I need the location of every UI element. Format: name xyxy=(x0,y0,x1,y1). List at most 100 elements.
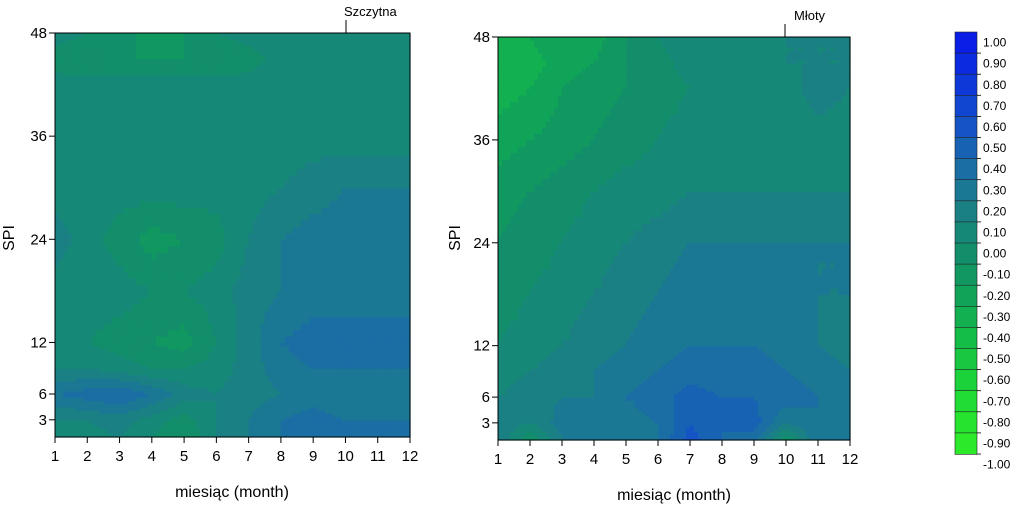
heatmap-cell xyxy=(361,232,367,240)
heatmap-cell xyxy=(240,403,246,408)
heatmap-cell xyxy=(349,219,355,228)
heatmap-cell xyxy=(357,284,363,292)
heatmap-cell xyxy=(79,424,84,427)
heatmap-cell xyxy=(381,394,387,398)
heatmap-cell xyxy=(63,323,68,331)
heatmap-cell xyxy=(325,284,330,292)
heatmap-cell xyxy=(329,397,334,402)
heatmap-cell xyxy=(55,426,60,430)
heatmap-cell xyxy=(180,323,185,331)
heatmap-cell xyxy=(163,303,169,311)
heatmap-cell xyxy=(103,410,109,414)
heatmap-cell xyxy=(192,416,197,421)
heatmap-cell xyxy=(252,271,258,279)
heatmap-cell xyxy=(321,410,326,414)
heatmap-cell xyxy=(204,421,209,425)
heatmap-cell xyxy=(220,226,226,234)
heatmap-cell xyxy=(55,329,60,337)
heatmap-cell xyxy=(228,432,234,436)
heatmap-cell xyxy=(103,226,109,234)
heatmap-cell xyxy=(224,397,230,402)
heatmap-cell xyxy=(405,430,411,434)
heatmap-cell xyxy=(373,258,379,266)
heatmap-cell xyxy=(115,316,121,324)
heatmap-cell xyxy=(63,207,68,215)
heatmap-cell xyxy=(293,397,298,402)
heatmap-cell xyxy=(103,181,109,189)
heatmap-cell xyxy=(184,303,189,311)
heatmap-cell xyxy=(115,381,121,385)
heatmap-cell xyxy=(369,265,375,273)
heatmap-cell xyxy=(401,194,407,202)
heatmap-cell xyxy=(99,258,105,266)
heatmap-cell xyxy=(63,310,68,318)
heatmap-cell xyxy=(276,394,282,398)
heatmap-cell xyxy=(143,213,149,221)
heatmap-cell xyxy=(212,406,217,411)
heatmap-cell xyxy=(325,329,330,337)
heatmap-cell xyxy=(79,200,84,208)
heatmap-cell xyxy=(260,406,266,411)
heatmap-cell xyxy=(309,424,314,427)
heatmap-cell xyxy=(337,426,343,430)
heatmap-cell xyxy=(171,213,177,221)
heatmap-cell xyxy=(204,187,209,195)
heatmap-cell xyxy=(317,258,322,266)
heatmap-cell xyxy=(329,419,334,423)
heatmap-cell xyxy=(79,277,84,286)
heatmap-cell xyxy=(397,416,403,421)
heatmap-cell xyxy=(401,271,407,279)
heatmap-cell xyxy=(135,387,141,392)
heatmap-cell xyxy=(301,271,306,279)
heatmap-cell xyxy=(216,316,221,324)
heatmap-cell xyxy=(75,336,80,344)
heatmap-cell xyxy=(143,432,149,436)
heatmap-cell xyxy=(176,329,181,337)
heatmap-cell xyxy=(381,416,387,421)
heatmap-cell xyxy=(321,430,326,434)
heatmap-cell xyxy=(184,219,189,228)
heatmap-cell xyxy=(293,394,298,398)
heatmap-cell xyxy=(59,424,64,427)
heatmap-cell xyxy=(151,428,157,432)
heatmap-cell xyxy=(337,410,343,414)
heatmap-cell xyxy=(264,421,270,425)
heatmap-cell xyxy=(107,303,113,311)
heatmap-cell xyxy=(377,430,383,434)
heatmap-cell xyxy=(188,310,193,318)
heatmap-cell xyxy=(321,213,326,221)
heatmap-cell xyxy=(373,226,379,234)
heatmap-cell xyxy=(252,200,258,208)
heatmap-cell xyxy=(305,316,310,324)
heatmap-cell xyxy=(184,213,189,221)
heatmap-cell xyxy=(397,297,403,305)
heatmap-cell xyxy=(159,403,165,408)
heatmap-cell xyxy=(212,336,217,344)
heatmap-cell xyxy=(260,400,266,405)
heatmap-cell xyxy=(67,384,72,389)
heatmap-cell xyxy=(87,397,92,402)
heatmap-cell xyxy=(236,232,242,240)
heatmap-cell xyxy=(127,232,133,240)
heatmap-cell xyxy=(301,421,306,425)
heatmap-cell xyxy=(301,303,306,311)
heatmap-cell xyxy=(321,419,326,423)
heatmap-cell xyxy=(204,428,209,432)
heatmap-cell xyxy=(171,297,177,305)
heatmap-cell xyxy=(131,377,137,382)
heatmap-cell xyxy=(349,245,355,253)
heatmap-cell xyxy=(232,277,238,286)
heatmap-cell xyxy=(115,200,121,208)
heatmap-cell xyxy=(268,265,274,273)
heatmap-cell xyxy=(204,323,209,331)
heatmap-cell xyxy=(103,239,109,247)
heatmap-cell xyxy=(381,194,387,202)
heatmap-cell xyxy=(385,413,391,418)
heatmap-cell xyxy=(297,226,302,234)
heatmap-cell xyxy=(99,239,105,247)
heatmap-cell xyxy=(147,413,153,418)
heatmap-cell xyxy=(293,410,298,414)
heatmap-cell xyxy=(83,136,88,144)
heatmap-cell xyxy=(325,406,330,411)
heatmap-cell xyxy=(313,239,318,247)
